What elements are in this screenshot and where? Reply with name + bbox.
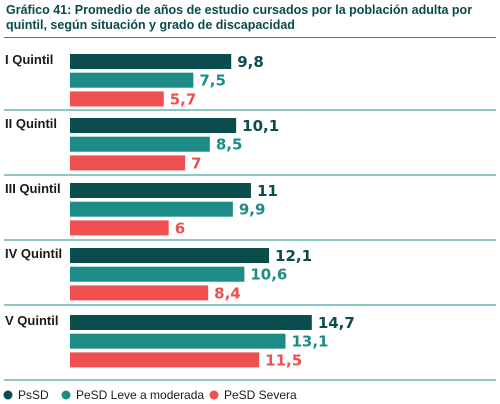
legend-label-1: PsSD	[18, 388, 49, 402]
category-label-2: II Quintil	[5, 116, 57, 131]
value-label-1-1: 9,8	[237, 53, 264, 71]
legend-label-3: PeSD Severa	[224, 388, 297, 402]
value-label-3-1: 11	[257, 182, 278, 200]
value-label-4-2: 10,6	[250, 266, 287, 284]
category-label-3: III Quintil	[5, 181, 61, 196]
bar-1-2[interactable]	[70, 72, 194, 88]
value-label-1-2: 7,5	[199, 72, 226, 90]
bar-3-3[interactable]	[70, 220, 169, 236]
title-divider	[4, 37, 496, 38]
legend-marker-2	[61, 390, 71, 400]
bar-2-2[interactable]	[70, 136, 210, 152]
bar-3-2[interactable]	[70, 201, 233, 217]
bar-1-1[interactable]	[70, 54, 232, 69]
value-label-2-1: 10,1	[242, 117, 279, 135]
bar-3-1[interactable]	[70, 183, 251, 198]
legend-marker-1	[3, 390, 13, 400]
bar-5-3[interactable]	[70, 352, 260, 368]
value-label-4-3: 8,4	[214, 284, 241, 302]
bar-4-1[interactable]	[70, 248, 270, 263]
chart-title: Gráfico 41: Promedio de años de estudio …	[6, 3, 473, 32]
value-label-1-3: 5,7	[170, 90, 197, 108]
value-label-2-3: 7	[191, 154, 201, 172]
legend-marker-3	[209, 390, 219, 400]
bar-4-2[interactable]	[70, 266, 245, 282]
value-label-5-1: 14,7	[318, 314, 355, 332]
bar-5-2[interactable]	[70, 333, 286, 349]
bar-2-1[interactable]	[70, 118, 237, 133]
bar-5-1[interactable]	[70, 315, 312, 330]
value-label-5-3: 11,5	[265, 351, 302, 369]
value-label-4-1: 12,1	[275, 247, 312, 265]
category-label-5: V Quintil	[5, 313, 58, 328]
legend-label-2: PeSD Leve a moderada	[76, 388, 204, 402]
value-label-2-2: 8,5	[216, 136, 243, 154]
bar-4-3[interactable]	[70, 285, 209, 301]
category-label-4: IV Quintil	[5, 246, 62, 261]
bar-1-3[interactable]	[70, 91, 164, 107]
value-label-3-3: 6	[175, 219, 185, 237]
value-label-3-2: 9,9	[239, 201, 266, 219]
value-label-5-2: 13,1	[291, 333, 328, 351]
bar-2-3[interactable]	[70, 155, 186, 171]
category-label-1: I Quintil	[5, 52, 53, 67]
